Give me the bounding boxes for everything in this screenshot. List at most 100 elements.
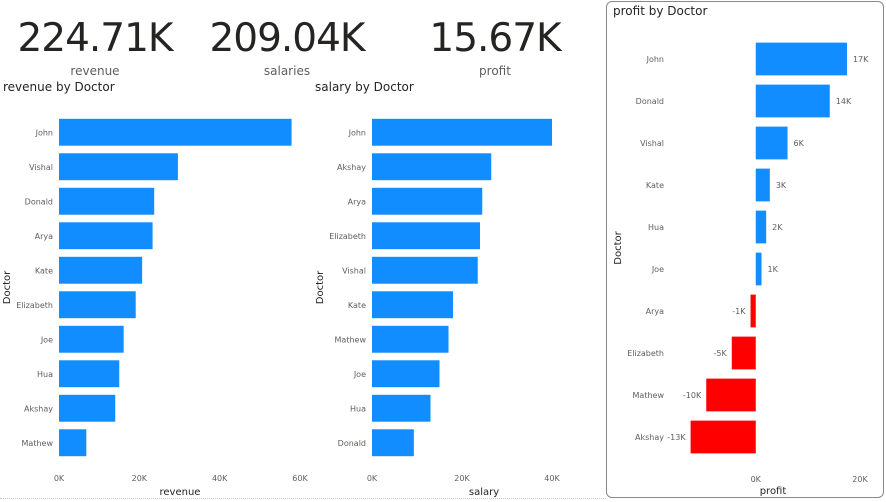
category-label: Donald (636, 97, 664, 106)
bar-donald (755, 84, 830, 118)
x-tick-label: 20K (852, 475, 868, 484)
category-label: Donald (338, 439, 366, 448)
bar-kate (59, 256, 143, 284)
category-label: Hua (648, 223, 664, 232)
category-label: John (646, 55, 664, 64)
bar-vishal (755, 126, 788, 160)
y-axis-title: Doctor (2, 270, 13, 304)
kpi-value: 224.71K (17, 16, 173, 61)
category-label: John (35, 128, 53, 137)
category-label: Arya (35, 232, 53, 241)
bar-donald (59, 187, 155, 215)
category-label: Kate (35, 266, 53, 275)
bar-elizabeth (731, 336, 756, 370)
revenue-chart-panel[interactable]: revenue by Doctor Doctor John Vishal Donald… (0, 80, 310, 498)
data-label: 2K (772, 223, 783, 232)
category-label: Joe (40, 335, 53, 344)
kpi-value: 15.67K (429, 16, 561, 61)
x-tick-label: 60K (292, 474, 308, 483)
data-label: -10K (683, 391, 702, 400)
bar-donald (372, 429, 414, 457)
bar-akshay (59, 394, 116, 422)
x-tick-label: 40K (544, 474, 560, 483)
category-label: Mathew (22, 439, 54, 448)
category-label: John (348, 128, 366, 137)
salary-bar-chart[interactable]: Doctor John Akshay Arya Elizabeth Vishal Kate M… (312, 80, 604, 498)
data-label: 14K (836, 97, 852, 106)
chart-title: profit by Doctor (613, 4, 708, 18)
category-label: Joe (353, 370, 366, 379)
kpi-label: revenue (70, 64, 120, 78)
bar-akshay (372, 153, 492, 181)
bar-mathew (372, 325, 449, 353)
bar-john (372, 118, 552, 146)
bar-hua (755, 210, 767, 244)
bar-john (755, 42, 847, 76)
bar-elizabeth (59, 291, 136, 319)
category-label: Joe (651, 265, 664, 274)
category-label: Mathew (633, 391, 665, 400)
revenue-bar-chart[interactable]: Doctor John Vishal Donald Arya Kate Elizabeth J… (0, 80, 310, 498)
category-label: Vishal (640, 139, 664, 148)
y-axis-title: Doctor (315, 270, 326, 304)
x-axis-title: revenue (160, 487, 201, 498)
category-label: Mathew (335, 335, 367, 344)
category-label: Elizabeth (16, 301, 53, 310)
bar-arya (59, 222, 153, 250)
data-label: 3K (776, 181, 787, 190)
data-label: -1K (732, 307, 746, 316)
category-label: Kate (646, 181, 664, 190)
bar-kate (755, 168, 770, 202)
category-label: Elizabeth (329, 232, 366, 241)
kpi-value: 209.04K (209, 16, 365, 61)
category-label: Hua (37, 370, 53, 379)
bar-mathew (59, 429, 87, 457)
category-label: Akshay (635, 433, 664, 442)
bar-arya (750, 294, 756, 328)
data-label: 6K (794, 139, 805, 148)
category-label: Hua (350, 404, 366, 413)
bar-hua (372, 394, 431, 422)
bar-joe (372, 360, 440, 388)
divider (0, 498, 606, 499)
data-label: -5K (714, 349, 728, 358)
bar-elizabeth (372, 222, 480, 250)
kpi-salaries: 209.04K salaries (192, 14, 382, 78)
category-label: Arya (348, 197, 366, 206)
bar-hua (59, 360, 120, 388)
bar-akshay (690, 420, 756, 454)
kpi-label: profit (479, 64, 511, 78)
category-label: Vishal (29, 163, 53, 172)
bar-mathew (706, 378, 756, 412)
x-axis-title: profit (760, 486, 787, 497)
data-label: 1K (767, 265, 778, 274)
category-label: Akshay (24, 404, 53, 413)
x-axis-title: salary (469, 487, 499, 498)
chart-title: salary by Doctor (315, 80, 414, 94)
x-tick-label: 0K (751, 475, 762, 484)
profit-bar-chart[interactable]: Doctor John 17K Donald 14K Vishal 6K Kate 3K Hua 2… (607, 2, 883, 497)
bar-vishal (59, 153, 178, 181)
bar-joe (755, 252, 762, 286)
bar-arya (372, 187, 483, 215)
kpi-profit: 15.67K profit (400, 14, 590, 78)
category-label: Donald (25, 197, 53, 206)
bar-john (59, 118, 292, 146)
data-label: -13K (667, 433, 686, 442)
profit-chart-panel[interactable]: profit by Doctor Doctor John 17K Donald 14K V… (606, 1, 884, 498)
category-label: Akshay (337, 163, 366, 172)
y-axis-title: Doctor (613, 230, 624, 264)
x-tick-label: 0K (54, 474, 65, 483)
x-tick-label: 20K (454, 474, 470, 483)
x-tick-label: 40K (212, 474, 228, 483)
salary-chart-panel[interactable]: salary by Doctor Doctor John Akshay Arya Eli… (312, 80, 604, 498)
bar-kate (372, 291, 453, 319)
x-tick-label: 0K (367, 474, 378, 483)
bar-vishal (372, 256, 478, 284)
bar-joe (59, 325, 124, 353)
chart-title: revenue by Doctor (3, 80, 115, 94)
data-label: 17K (853, 55, 869, 64)
x-tick-label: 20K (132, 474, 148, 483)
kpi-label: salaries (263, 64, 311, 78)
category-label: Arya (646, 307, 664, 316)
